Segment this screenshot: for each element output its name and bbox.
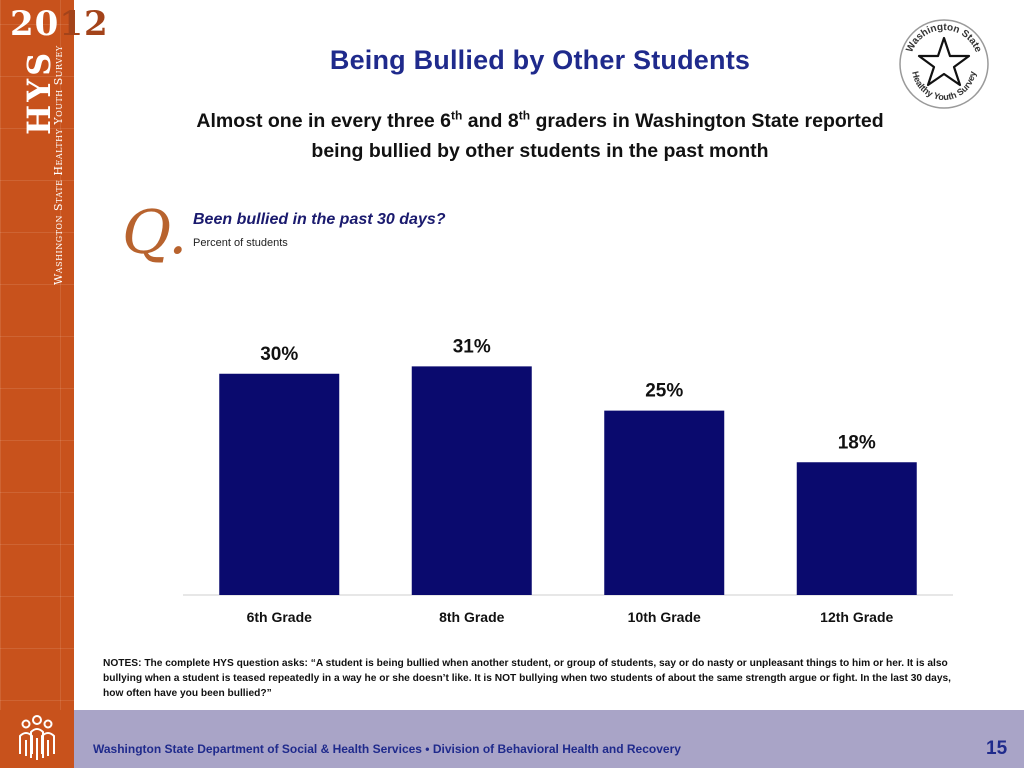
value-label-0: 30% bbox=[260, 344, 298, 365]
bar-2 bbox=[604, 410, 725, 595]
bar-3 bbox=[796, 462, 917, 595]
value-label-3: 18% bbox=[838, 432, 876, 453]
category-label-1: 8th Grade bbox=[439, 609, 505, 625]
subtitle-part: and 8 bbox=[462, 110, 519, 132]
star-icon bbox=[917, 36, 971, 87]
value-label-2: 25% bbox=[645, 381, 683, 402]
subtitle-part: being bullied by other students in the p… bbox=[311, 140, 769, 162]
category-label-3: 12th Grade bbox=[820, 609, 893, 625]
subtitle-superscript: th bbox=[518, 108, 531, 123]
category-label-2: 10th Grade bbox=[628, 609, 701, 625]
people-icon bbox=[19, 715, 55, 760]
category-label-0: 6th Grade bbox=[247, 609, 313, 625]
subtitle-superscript: th bbox=[451, 108, 463, 123]
subtitle-part: graders in Washington State reported bbox=[530, 110, 884, 132]
page-number: 15 bbox=[986, 738, 1008, 759]
value-label-1: 31% bbox=[453, 336, 491, 357]
year-part-1: 20 bbox=[10, 4, 60, 44]
sidebar: 2012 HYS Washington State Healthy Youth … bbox=[0, 0, 108, 710]
year-part-2: 12 bbox=[59, 4, 109, 44]
wa-hys-logo: Washington State Healthy Youth Survey bbox=[899, 19, 989, 109]
slide-subtitle: Almost one in every three 6th and 8th gr… bbox=[110, 106, 970, 166]
question-letter: Q. bbox=[122, 198, 188, 268]
survey-year: 2012 bbox=[10, 4, 109, 44]
bar-1 bbox=[411, 366, 532, 595]
footer-icon-box bbox=[0, 710, 74, 768]
question-text: Been bullied in the past 30 days? bbox=[193, 211, 446, 228]
notes-text: NOTES: The complete HYS question asks: “… bbox=[103, 658, 951, 699]
footer-bar: Washington State Department of Social & … bbox=[0, 710, 1024, 768]
footer-text: Washington State Department of Social & … bbox=[93, 742, 681, 756]
slide-title: Being Bullied by Other Students bbox=[329, 45, 751, 75]
survey-name: Washington State Healthy Youth Survey bbox=[52, 45, 65, 285]
question-unit-note: Percent of students bbox=[193, 237, 288, 249]
bar-0 bbox=[219, 373, 340, 595]
subtitle-part: Almost one in every three 6 bbox=[196, 110, 452, 132]
